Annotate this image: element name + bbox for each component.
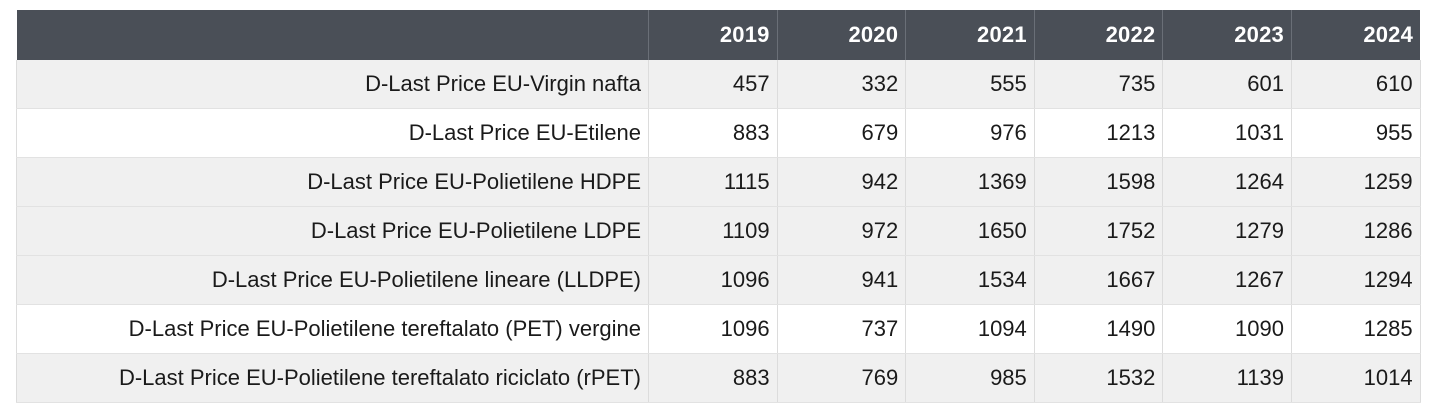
row-label-cell: D-Last Price EU-Polietilene tereftalato … [16,353,649,403]
value-cell-2023: 1264 [1162,157,1292,207]
header-cell-2020: 2020 [777,10,907,60]
value-cell-2024: 955 [1291,108,1421,158]
price-table: 2019 2020 2021 2022 2023 2024 D-Last Pri… [16,10,1421,403]
value-cell-2024: 1286 [1291,206,1421,256]
header-cell-2021: 2021 [905,10,1035,60]
value-cell-2022: 1752 [1034,206,1164,256]
header-cell-label [16,10,649,60]
value-cell-2021: 1534 [905,255,1035,305]
row-label-cell: D-Last Price EU-Polietilene tereftalato … [16,304,649,354]
header-cell-2024: 2024 [1291,10,1421,60]
value-cell-2020: 941 [777,255,907,305]
value-cell-2020: 769 [777,353,907,403]
value-cell-2022: 735 [1034,60,1164,109]
table-row: D-Last Price EU-Etilene 883 679 976 1213 1031… [16,108,1421,158]
table-row: D-Last Price EU-Polietilene lineare (LLD… [16,255,1421,305]
value-cell-2021: 985 [905,353,1035,403]
value-cell-2020: 942 [777,157,907,207]
table-row: D-Last Price EU-Virgin nafta 457 332 555 735… [16,60,1421,109]
value-cell-2024: 1294 [1291,255,1421,305]
table-row: D-Last Price EU-Polietilene tereftalato … [16,353,1421,403]
value-cell-2020: 679 [777,108,907,158]
value-cell-2022: 1598 [1034,157,1164,207]
value-cell-2023: 1090 [1162,304,1292,354]
header-cell-2023: 2023 [1162,10,1292,60]
table-header: 2019 2020 2021 2022 2023 2024 [16,10,1421,60]
header-cell-2022: 2022 [1034,10,1164,60]
value-cell-2019: 1115 [648,157,778,207]
value-cell-2023: 1031 [1162,108,1292,158]
value-cell-2023: 601 [1162,60,1292,109]
price-table-container: 2019 2020 2021 2022 2023 2024 D-Last Pri… [16,10,1421,403]
header-cell-2019: 2019 [648,10,778,60]
value-cell-2019: 883 [648,108,778,158]
value-cell-2021: 976 [905,108,1035,158]
value-cell-2020: 737 [777,304,907,354]
value-cell-2023: 1139 [1162,353,1292,403]
value-cell-2024: 1259 [1291,157,1421,207]
value-cell-2022: 1667 [1034,255,1164,305]
value-cell-2024: 610 [1291,60,1421,109]
table-row: D-Last Price EU-Polietilene HDPE 1115 942 1… [16,157,1421,207]
row-label-cell: D-Last Price EU-Polietilene lineare (LLD… [16,255,649,305]
value-cell-2021: 1369 [905,157,1035,207]
value-cell-2019: 1096 [648,255,778,305]
value-cell-2022: 1213 [1034,108,1164,158]
value-cell-2022: 1490 [1034,304,1164,354]
value-cell-2019: 457 [648,60,778,109]
value-cell-2022: 1532 [1034,353,1164,403]
value-cell-2020: 332 [777,60,907,109]
value-cell-2019: 1096 [648,304,778,354]
value-cell-2023: 1267 [1162,255,1292,305]
table-row: D-Last Price EU-Polietilene tereftalato … [16,304,1421,354]
value-cell-2024: 1014 [1291,353,1421,403]
row-label-cell: D-Last Price EU-Etilene [16,108,649,158]
value-cell-2024: 1285 [1291,304,1421,354]
value-cell-2019: 1109 [648,206,778,256]
row-label-cell: D-Last Price EU-Polietilene LDPE [16,206,649,256]
row-label-cell: D-Last Price EU-Polietilene HDPE [16,157,649,207]
row-label-cell: D-Last Price EU-Virgin nafta [16,60,649,109]
table-row: D-Last Price EU-Polietilene LDPE 1109 972 1… [16,206,1421,256]
value-cell-2019: 883 [648,353,778,403]
value-cell-2021: 1094 [905,304,1035,354]
value-cell-2021: 1650 [905,206,1035,256]
value-cell-2021: 555 [905,60,1035,109]
header-row: 2019 2020 2021 2022 2023 2024 [16,10,1421,60]
table-body: D-Last Price EU-Virgin nafta 457 332 555 735… [16,60,1421,403]
value-cell-2023: 1279 [1162,206,1292,256]
value-cell-2020: 972 [777,206,907,256]
